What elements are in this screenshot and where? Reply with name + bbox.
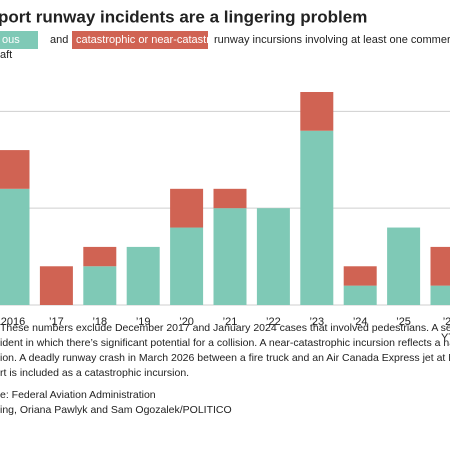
bar-segment: [430, 285, 450, 305]
bar-segment: [256, 208, 290, 305]
bar-segment: [387, 227, 421, 305]
subtitle: and: [50, 34, 68, 46]
bar-segment: [0, 188, 30, 305]
bar-segment: [83, 246, 117, 267]
note: rt is included as a catastrophic incursi…: [0, 367, 189, 379]
x-tick-label: ’25: [396, 316, 411, 328]
x-tick-label: ’2: [443, 316, 450, 328]
x-tick-label: ’17: [49, 316, 64, 328]
x-tick-label: 2016: [1, 316, 25, 328]
bar-segment: [126, 246, 160, 305]
x-tick-label: ’24: [353, 316, 368, 328]
note: ion. A deadly runway crash in March 2026…: [0, 352, 450, 364]
legend-label: ous: [2, 34, 20, 46]
bar-segment: [39, 266, 73, 305]
legend-swatch: [0, 31, 38, 49]
x-tick-label: ’23: [309, 316, 324, 328]
x-tick-label: ’19: [136, 316, 151, 328]
bar-segment: [170, 227, 204, 305]
bar-segment: [0, 150, 30, 189]
x-tick-label: ’22: [266, 316, 281, 328]
bar-segment: [300, 92, 334, 131]
bar-segment: [343, 285, 377, 305]
credit: ing, Oriana Pawlyk and Sam Ogozalek/POLI…: [0, 404, 232, 416]
subtitle: aft: [0, 49, 12, 61]
bar-segment: [343, 266, 377, 286]
x-tick-label: ’21: [223, 316, 238, 328]
bar-segment: [300, 130, 334, 305]
chart-title: port runway incidents are a lingering pr…: [0, 7, 367, 26]
x-tick-label: ’20: [179, 316, 194, 328]
note: ident in which there’s significant poten…: [0, 337, 450, 349]
bar-segment: [213, 208, 247, 305]
bar-segment: [170, 188, 204, 228]
legend-label: catastrophic or near-catastrophic: [76, 34, 237, 46]
source: e: Federal Aviation Administration: [0, 389, 156, 401]
bar-segment: [430, 246, 450, 286]
note: These numbers exclude December 2017 and …: [0, 322, 450, 334]
x-tick-label: ’18: [92, 316, 107, 328]
legend-swatch: [72, 31, 208, 49]
bar-segment: [83, 266, 117, 305]
subtitle: runway incursions involving at least one…: [214, 34, 450, 46]
bar-segment: [213, 188, 247, 209]
ytd-label: YT: [441, 332, 450, 344]
